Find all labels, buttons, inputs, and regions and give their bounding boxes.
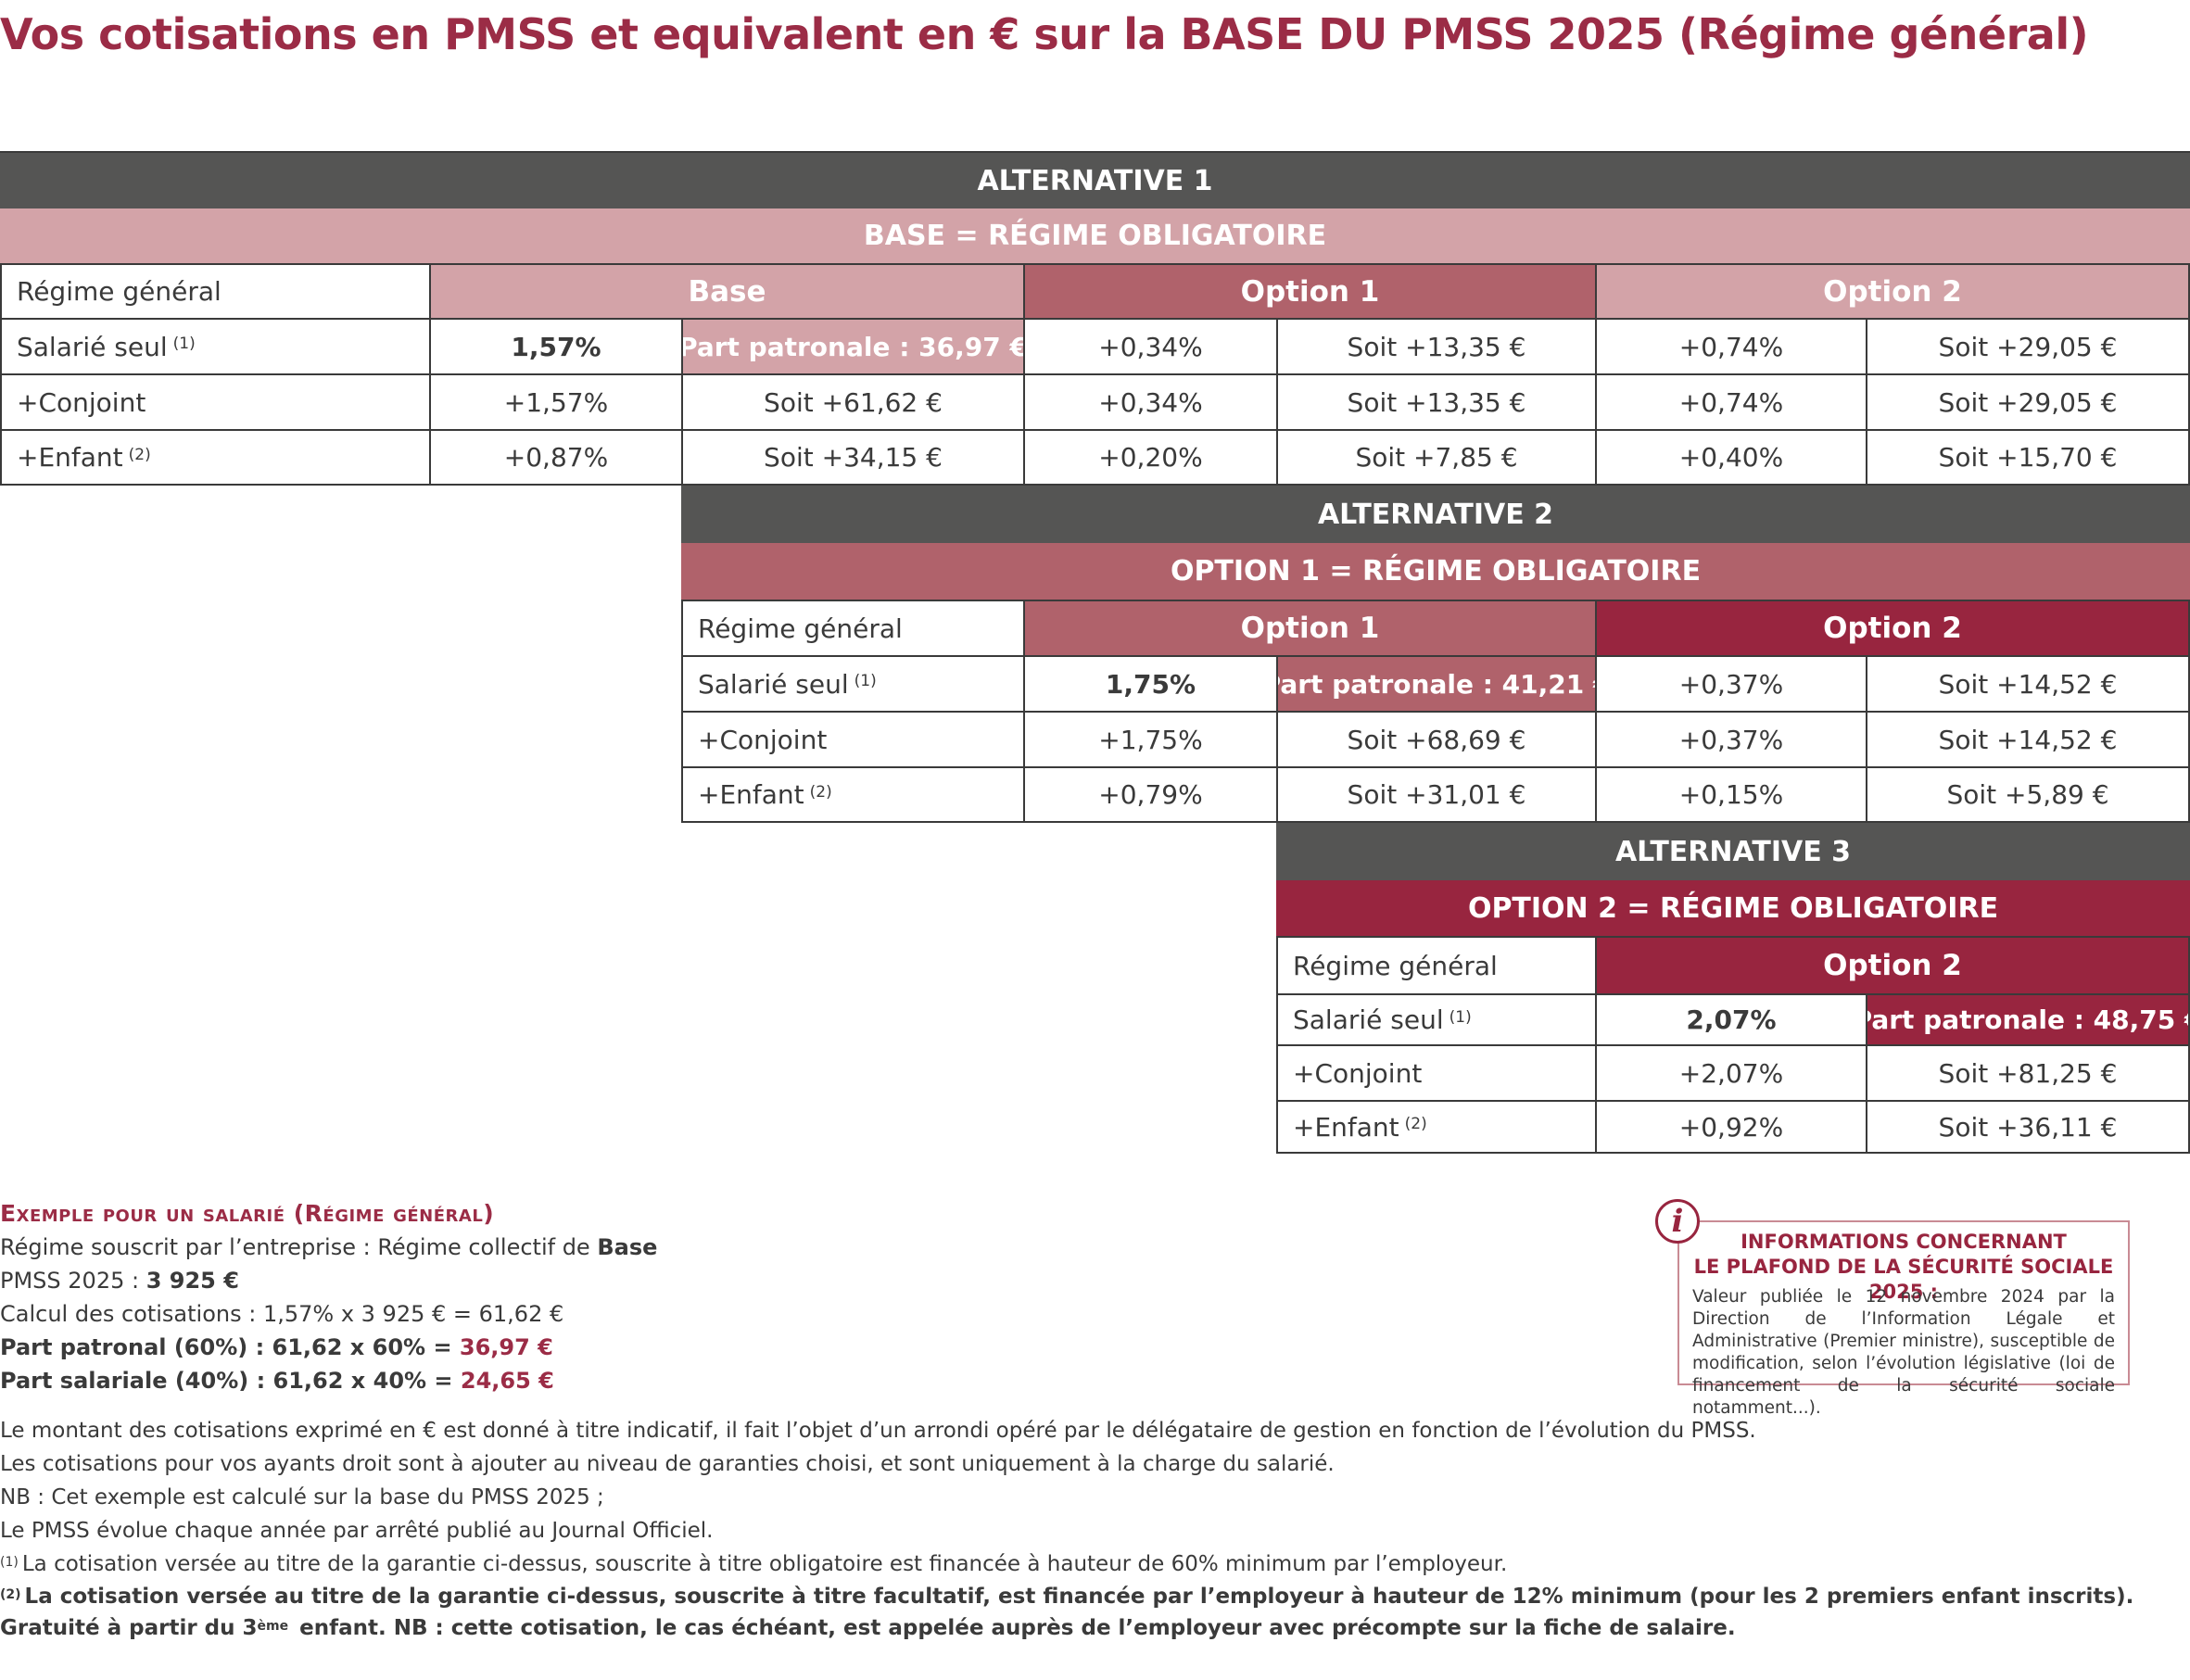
alt1-enfant-opt1-rate: +0,20% <box>1023 429 1278 486</box>
example-section: Exemple pour un salarié (Régime général)… <box>0 1197 1112 1397</box>
alt2-corner-label: Régime général <box>681 600 1025 657</box>
footnote-mark: (2) <box>809 782 832 802</box>
alt1-subheader: BASE = RÉGIME OBLIGATOIRE <box>0 208 2190 263</box>
alt3-col-option2: Option 2 <box>1595 936 2190 995</box>
alt2-col-option1: Option 1 <box>1023 600 1597 657</box>
alt1-corner-label: Régime général <box>0 263 431 320</box>
alt2-part-patronale: Part patronale : 41,21 € <box>1276 655 1597 713</box>
alt2-conjoint-opt2-rate: +0,37% <box>1595 711 1867 768</box>
alt3-enfant-opt2-rate: +0,92% <box>1595 1100 1867 1154</box>
alt3-row-label-salarie: Salarié seul (1) <box>1276 993 1597 1046</box>
alt1-enfant-opt2-amount: Soit +15,70 € <box>1866 429 2190 486</box>
alt2-salarie-opt1-rate: 1,75% <box>1023 655 1278 713</box>
note-footnote-1: (1) La cotisation versée au titre de la g… <box>0 1552 1508 1576</box>
footnote-mark: (2) <box>1404 1115 1427 1133</box>
info-body: Valeur publiée le 12 novembre 2024 par l… <box>1692 1287 2115 1418</box>
note-arrondi: Le montant des cotisations exprimé en € … <box>0 1419 1756 1443</box>
note-nb-pmss: NB : Cet exemple est calculé sur la base… <box>0 1485 604 1509</box>
footnote-mark: (1) <box>1449 1007 1472 1027</box>
alt2-enfant-opt1-rate: +0,79% <box>1023 766 1278 823</box>
footnote-mark: (1) <box>854 672 877 690</box>
alt3-row-label-enfant: +Enfant (2) <box>1276 1100 1597 1154</box>
alt3-corner-label: Régime général <box>1276 936 1597 995</box>
alt2-conjoint-opt2-amount: Soit +14,52 € <box>1866 711 2190 768</box>
example-calcul: Calcul des cotisations : 1,57% x 3 925 €… <box>0 1301 564 1327</box>
alt2-enfant-opt1-amount: Soit +31,01 € <box>1276 766 1597 823</box>
alt2-salarie-opt2-rate: +0,37% <box>1595 655 1867 713</box>
alt1-conjoint-base-rate: +1,57% <box>429 373 683 431</box>
example-title: Exemple pour un salarié (Régime général) <box>0 1200 495 1227</box>
example-part-patronal: Part patronal (60%) : 61,62 x 60% = 36,9… <box>0 1334 553 1360</box>
alt2-subheader: OPTION 1 = RÉGIME OBLIGATOIRE <box>681 543 2190 600</box>
alt1-row-label-conjoint: +Conjoint <box>0 373 431 431</box>
alt2-header: ALTERNATIVE 2 <box>681 486 2190 543</box>
alt1-enfant-opt2-rate: +0,40% <box>1595 429 1867 486</box>
alt3-conjoint-opt2-rate: +2,07% <box>1595 1044 1867 1102</box>
alt2-row-label-enfant: +Enfant (2) <box>681 766 1025 823</box>
alt3-row-label-conjoint: +Conjoint <box>1276 1044 1597 1102</box>
alt2-col-option2: Option 2 <box>1595 600 2190 657</box>
alt1-enfant-opt1-amount: Soit +7,85 € <box>1276 429 1597 486</box>
example-pmss: PMSS 2025 : 3 925 € <box>0 1268 239 1294</box>
footnote-mark: (2) <box>128 445 151 464</box>
alt1-salarie-opt1-rate: +0,34% <box>1023 318 1278 375</box>
footnotes: Le montant des cotisations exprimé en € … <box>0 1414 2190 1644</box>
alt2-conjoint-opt1-rate: +1,75% <box>1023 711 1278 768</box>
alt1-conjoint-opt2-amount: Soit +29,05 € <box>1866 373 2190 431</box>
alt1-salarie-opt1-amount: Soit +13,35 € <box>1276 318 1597 375</box>
info-title: INFORMATIONS CONCERNANT LE PLAFOND DE LA… <box>1693 1231 2114 1303</box>
alt3-enfant-opt2-amount: Soit +36,11 € <box>1866 1100 2190 1154</box>
alt1-col-option1: Option 1 <box>1023 263 1597 320</box>
alt2-enfant-opt2-amount: Soit +5,89 € <box>1866 766 2190 823</box>
note-pmss-evolution: Le PMSS évolue chaque année par arrêté p… <box>0 1519 714 1543</box>
alt2-conjoint-opt1-amount: Soit +68,69 € <box>1276 711 1597 768</box>
alt1-col-base: Base <box>429 263 1025 320</box>
alt1-conjoint-opt1-amount: Soit +13,35 € <box>1276 373 1597 431</box>
note-footnote-2: (2) La cotisation versée au titre de la g… <box>0 1585 2134 1640</box>
alt1-conjoint-base-amount: Soit +61,62 € <box>681 373 1025 431</box>
example-part-salariale: Part salariale (40%) : 61,62 x 40% = 24,… <box>0 1368 554 1394</box>
alt1-enfant-base-rate: +0,87% <box>429 429 683 486</box>
alt1-part-patronale: Part patronale : 36,97 € <box>681 318 1025 375</box>
alt1-col-option2: Option 2 <box>1595 263 2190 320</box>
alt3-conjoint-opt2-amount: Soit +81,25 € <box>1866 1044 2190 1102</box>
info-icon: i <box>1655 1199 1700 1244</box>
alt3-part-patronale: Part patronale : 48,75 € <box>1866 993 2190 1046</box>
alt1-row-label-enfant: +Enfant (2) <box>0 429 431 486</box>
alt3-salarie-opt2-rate: 2,07% <box>1595 993 1867 1046</box>
alt1-header: ALTERNATIVE 1 <box>0 151 2190 208</box>
alt1-salarie-base-rate: 1,57% <box>429 318 683 375</box>
alt1-conjoint-opt2-rate: +0,74% <box>1595 373 1867 431</box>
alt3-header: ALTERNATIVE 3 <box>1276 823 2190 880</box>
alt1-row-label-salarie: Salarié seul (1) <box>0 318 431 375</box>
note-ayants-droit: Les cotisations pour vos ayants droit so… <box>0 1452 1335 1476</box>
example-regime: Régime souscrit par l’entreprise : Régim… <box>0 1234 658 1260</box>
alt2-row-label-conjoint: +Conjoint <box>681 711 1025 768</box>
alt2-enfant-opt2-rate: +0,15% <box>1595 766 1867 823</box>
alt2-salarie-opt2-amount: Soit +14,52 € <box>1866 655 2190 713</box>
alt1-salarie-opt2-amount: Soit +29,05 € <box>1866 318 2190 375</box>
alt1-conjoint-opt1-rate: +0,34% <box>1023 373 1278 431</box>
alt1-salarie-opt2-rate: +0,74% <box>1595 318 1867 375</box>
alt3-subheader: OPTION 2 = RÉGIME OBLIGATOIRE <box>1276 880 2190 936</box>
info-box <box>1677 1220 2130 1385</box>
alt2-row-label-salarie: Salarié seul (1) <box>681 655 1025 713</box>
alt1-enfant-base-amount: Soit +34,15 € <box>681 429 1025 486</box>
page-title: Vos cotisations en PMSS et equivalent en… <box>0 9 2089 59</box>
footnote-mark: (1) <box>172 335 196 353</box>
